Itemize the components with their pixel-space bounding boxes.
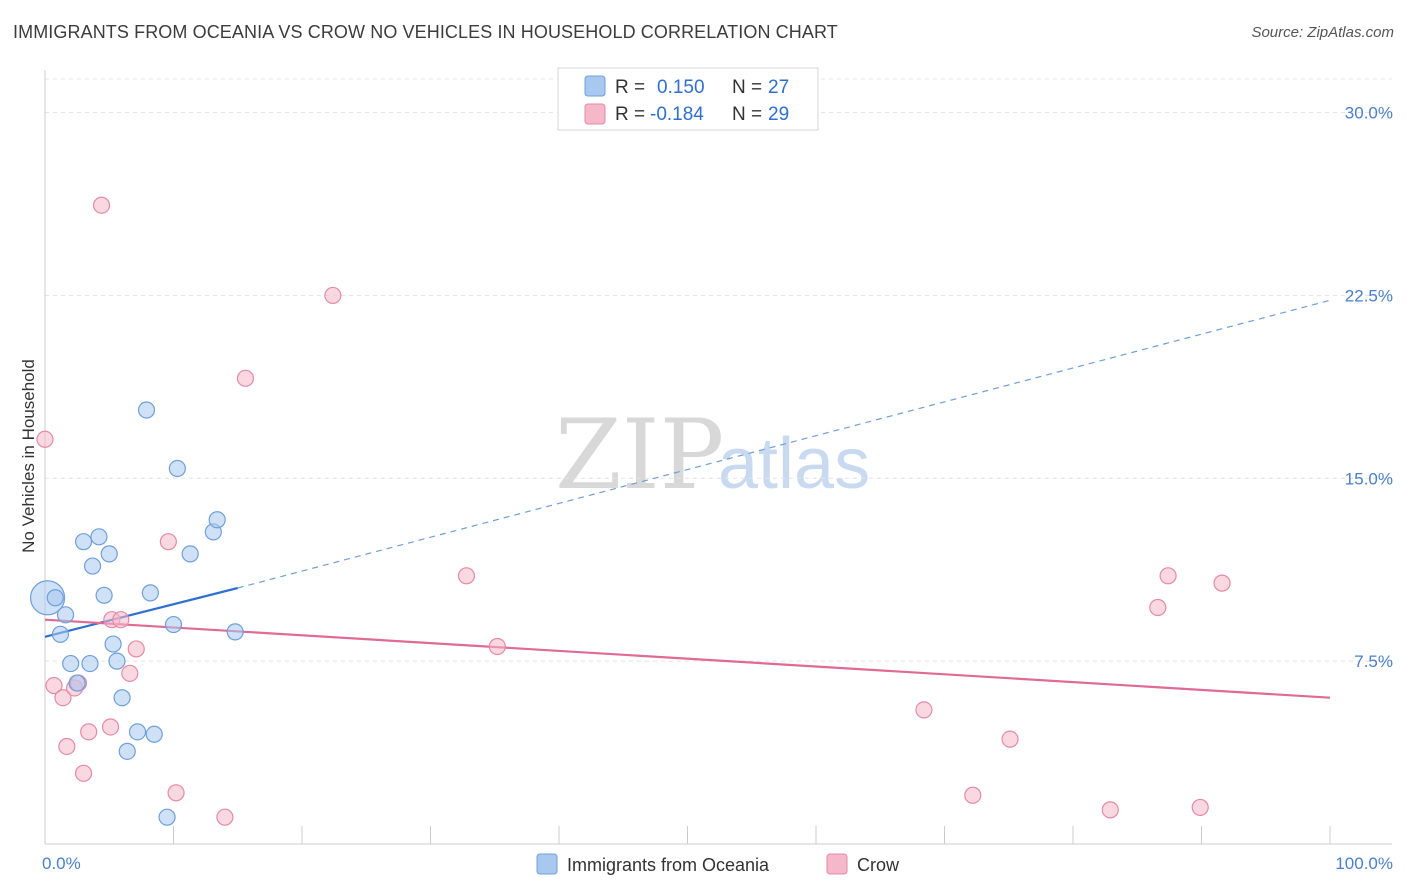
axes [44, 70, 1392, 845]
point-crow [127, 640, 145, 658]
watermark-atlas: atlas [718, 424, 870, 504]
y-tick-label: 22.5% [1345, 286, 1393, 305]
x-tick-labels: 0.0% 100.0% [42, 854, 1393, 873]
point-oceania [56, 606, 75, 624]
legend-swatch-oceania [584, 75, 606, 97]
bottom-legend-label-crow: Crow [857, 855, 900, 875]
point-oceania [158, 808, 176, 826]
y-tick-label: 30.0% [1345, 104, 1393, 123]
point-oceania [100, 545, 118, 563]
trend-line-oceania [44, 586, 239, 638]
trend-line-crow [44, 618, 1331, 699]
point-oceania [208, 511, 226, 529]
point-oceania [104, 635, 122, 653]
point-crow [74, 764, 93, 782]
point-crow [167, 784, 185, 802]
point-crow [915, 701, 933, 719]
legend-r-label-1: R = [615, 104, 645, 125]
point-crow [1001, 730, 1019, 748]
point-crow [101, 718, 120, 736]
point-crow [964, 786, 982, 804]
point-crow [45, 676, 63, 695]
x-tick-label-max: 100.0% [1335, 854, 1393, 873]
point-oceania [145, 725, 163, 743]
point-oceania [108, 652, 126, 670]
legend-r-value-1: -0.184 [650, 104, 704, 125]
legend: R = 0.150 N = 27 R = -0.184 N = 29 [557, 67, 819, 131]
point-crow [1149, 598, 1167, 617]
point-crow [121, 664, 139, 682]
watermark: ZIP atlas [555, 399, 870, 511]
point-crow [36, 430, 54, 448]
point-crow [58, 737, 76, 756]
legend-r-label-0: R = [615, 77, 645, 98]
point-oceania [83, 557, 102, 575]
point-oceania [113, 689, 131, 707]
legend-swatch-crow [584, 103, 606, 125]
point-oceania [226, 623, 244, 641]
point-crow [1159, 567, 1177, 585]
point-oceania [137, 401, 156, 419]
source-label: Source: ZipAtlas.com [1251, 24, 1394, 41]
point-oceania [141, 584, 159, 602]
point-crow [80, 723, 98, 741]
point-oceania [164, 615, 183, 634]
point-oceania [118, 742, 136, 760]
point-crow [1213, 574, 1231, 592]
point-crow [159, 533, 177, 551]
bottom-legend-swatch-crow [826, 853, 848, 875]
y-tick-labels: 7.5% 15.0% 22.5% 30.0% [1345, 104, 1393, 672]
point-crow [457, 567, 476, 585]
y-tick-label: 7.5% [1354, 652, 1393, 671]
point-crow [1191, 798, 1209, 817]
point-oceania [95, 586, 113, 604]
point-crow [92, 196, 111, 214]
point-oceania [74, 533, 93, 551]
x-tick-label-min: 0.0% [42, 854, 81, 873]
watermark-zip: ZIP [555, 399, 724, 511]
point-oceania [46, 589, 64, 607]
point-oceania [181, 545, 199, 563]
point-oceania [81, 654, 99, 673]
y-tick-label: 15.0% [1345, 469, 1393, 488]
point-crow [324, 286, 342, 305]
point-crow [216, 808, 234, 826]
point-crow [1101, 801, 1119, 819]
point-crow [54, 689, 72, 707]
legend-n-value-1: 29 [768, 104, 789, 125]
bottom-legend: Immigrants from Oceania Crow [536, 853, 900, 875]
legend-n-label-0: N = [732, 77, 762, 98]
bottom-legend-swatch-oceania [536, 853, 558, 875]
y-axis-label: No Vehicles in Household [19, 359, 38, 553]
point-crow [488, 637, 506, 656]
legend-n-value-0: 27 [768, 77, 789, 98]
point-oceania [51, 625, 70, 643]
bottom-legend-label-oceania: Immigrants from Oceania [567, 855, 770, 875]
legend-n-label-1: N = [732, 104, 762, 125]
trend-line-oceania-extension [237, 299, 1331, 589]
data-points [29, 196, 1231, 826]
trend-lines [44, 299, 1331, 699]
point-oceania [62, 654, 80, 673]
point-crow [112, 611, 130, 629]
point-oceania [90, 528, 108, 546]
chart-title: IMMIGRANTS FROM OCEANIA VS CROW NO VEHIC… [13, 22, 838, 42]
point-crow [236, 369, 255, 387]
point-oceania [168, 459, 186, 478]
point-oceania [68, 674, 86, 692]
point-oceania [128, 723, 147, 741]
legend-r-value-0: 0.150 [657, 77, 705, 98]
